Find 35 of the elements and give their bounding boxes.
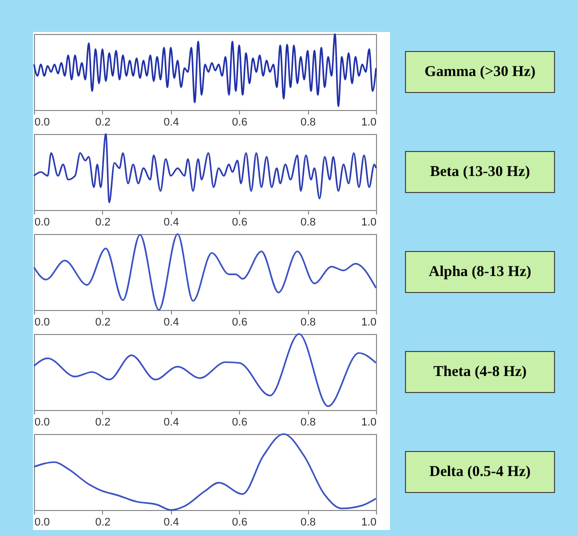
x-tick-label: 0.2	[95, 216, 111, 228]
x-tick-label: 1.0	[361, 416, 376, 428]
x-tick-label: 1.0	[361, 116, 376, 128]
x-tick-label: 0.4	[164, 316, 179, 328]
x-tick-label: 0.2	[95, 316, 111, 328]
x-tick-label: 1.0	[361, 516, 376, 528]
text: Theta (4-8 Hz)	[405, 351, 555, 393]
text: Alpha (8-13 Hz)	[405, 251, 555, 293]
x-tick-label: 0.6	[232, 416, 248, 428]
x-tick-label: 0.4	[164, 416, 179, 428]
x-tick-label: 0.0	[34, 116, 50, 128]
x-tick-label: 0.2	[95, 116, 111, 128]
x-tick-label: 0.4	[164, 516, 179, 528]
x-tick-label: 0.4	[164, 116, 179, 128]
x-tick-label: 0.6	[232, 316, 248, 328]
x-tick-label: 0.6	[232, 216, 248, 228]
x-tick-label: 0.2	[95, 516, 111, 528]
x-tick-label: 0.0	[34, 516, 50, 528]
x-tick-label: 0.0	[34, 316, 50, 328]
text: Delta (0.5-4 Hz)	[405, 451, 555, 493]
x-tick-label: 0.8	[300, 416, 316, 428]
text: Gamma (>30 Hz)	[405, 51, 555, 93]
text: Beta (13-30 Hz)	[405, 151, 555, 193]
x-tick-label: 0.8	[300, 216, 316, 228]
x-tick-label: 0.2	[95, 416, 111, 428]
x-tick-label: 0.0	[34, 416, 50, 428]
x-tick-label: 0.4	[164, 216, 179, 228]
x-tick-label: 0.8	[300, 316, 316, 328]
x-tick-label: 1.0	[361, 316, 376, 328]
x-tick-label: 0.6	[232, 516, 248, 528]
x-tick-label: 0.8	[300, 116, 316, 128]
x-tick-label: 1.0	[361, 216, 376, 228]
x-tick-label: 0.0	[34, 216, 50, 228]
x-tick-label: 0.6	[232, 116, 248, 128]
x-tick-label: 0.8	[300, 516, 316, 528]
